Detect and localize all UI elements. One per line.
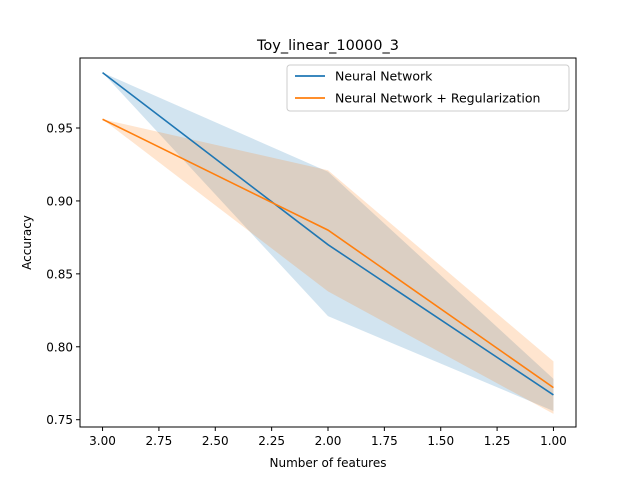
y-axis-label: Accuracy xyxy=(20,215,34,270)
x-tick-label: 2.25 xyxy=(258,434,285,448)
legend-box xyxy=(286,64,570,112)
x-tick-label: 3.00 xyxy=(89,434,116,448)
x-tick-label: 1.25 xyxy=(484,434,511,448)
x-tick-label: 1.50 xyxy=(427,434,454,448)
y-tick-label: 0.80 xyxy=(46,340,73,354)
legend-label-neural-network-regularization: Neural Network + Regularization xyxy=(335,91,540,106)
chart-title: Toy_linear_10000_3 xyxy=(256,38,399,54)
x-tick-label: 1.00 xyxy=(540,434,567,448)
y-tick-label: 0.75 xyxy=(46,413,73,427)
x-tick-label: 2.50 xyxy=(202,434,229,448)
confidence-bands xyxy=(102,72,554,414)
x-tick-label: 1.75 xyxy=(371,434,398,448)
x-tick-label: 2.00 xyxy=(315,434,342,448)
y-tick-label: 0.95 xyxy=(46,122,73,136)
x-axis-label: Number of features xyxy=(270,456,387,470)
legend: Neural Network Neural Network + Regulari… xyxy=(286,64,570,112)
y-tick-label: 0.85 xyxy=(46,267,73,281)
y-tick-label: 0.90 xyxy=(46,194,73,208)
x-tick-label: 2.75 xyxy=(146,434,173,448)
x-axis-ticks: 3.00 2.75 2.50 2.25 2.00 1.75 1.50 1.25 1.00 xyxy=(89,427,567,448)
y-axis-ticks: 0.75 0.80 0.85 0.90 0.95 xyxy=(46,122,80,427)
band-neural-network-regularization xyxy=(102,119,554,414)
series-lines xyxy=(102,71,554,396)
band-neural-network xyxy=(102,72,554,411)
legend-label-neural-network: Neural Network xyxy=(335,69,433,84)
